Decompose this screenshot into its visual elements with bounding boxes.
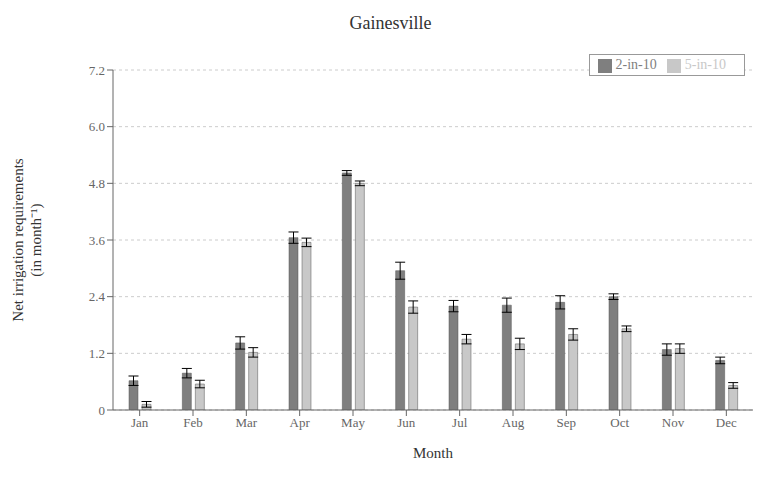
svg-text:Oct: Oct	[610, 415, 629, 430]
html-text:Gainesville: Gainesville	[349, 13, 432, 33]
svg-text:Sep: Sep	[557, 415, 577, 430]
svg-text:Aug: Aug	[502, 415, 525, 430]
svg-text:6.0: 6.0	[89, 119, 105, 134]
svg-text:Month: Month	[413, 445, 454, 461]
svg-text:Nov: Nov	[662, 415, 685, 430]
svg-text:Apr: Apr	[290, 415, 311, 430]
svg-text:0: 0	[99, 403, 106, 418]
svg-text:May: May	[341, 415, 365, 430]
svg-text:Jan: Jan	[131, 415, 149, 430]
svg-text:7.2: 7.2	[89, 63, 105, 78]
svg-text:Jul: Jul	[452, 415, 468, 430]
html-text:2-in-10: 2-in-10	[615, 57, 657, 72]
svg-text:Mar: Mar	[235, 415, 257, 430]
svg-text:Feb: Feb	[183, 415, 203, 430]
svg-text:1.2: 1.2	[89, 346, 105, 361]
svg-text:3.6: 3.6	[89, 233, 106, 248]
svg-text:4.8: 4.8	[89, 176, 105, 191]
html-text:5-in-10: 5-in-10	[684, 57, 726, 72]
svg-text:Dec: Dec	[716, 415, 737, 430]
svg-text:Jun: Jun	[397, 415, 416, 430]
svg-text:2.4: 2.4	[89, 289, 106, 304]
svg-text:Net irrigation requirements(in: Net irrigation requirements(in month⁻¹)	[10, 158, 45, 321]
